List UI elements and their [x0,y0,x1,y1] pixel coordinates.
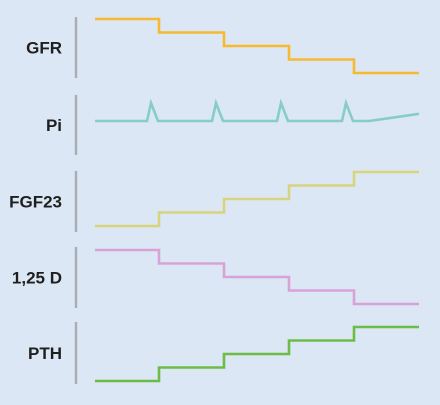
series-line [95,325,419,383]
panel-fgf23: FGF23 [9,170,419,232]
panel-label: FGF23 [9,193,62,212]
series-line [95,98,420,123]
panel-label: PTH [28,344,62,363]
panel-label: 1,25 D [12,269,62,288]
panel-gfr: GFR [26,17,419,78]
panel-1-25-d: 1,25 D [12,247,419,308]
series-line [95,248,419,306]
series-line [95,170,419,228]
series-line [95,17,419,75]
panel-label: Pi [46,116,62,135]
panel-label: GFR [26,39,62,58]
panel-pi: Pi [46,95,420,155]
panel-pth: PTH [28,322,419,384]
